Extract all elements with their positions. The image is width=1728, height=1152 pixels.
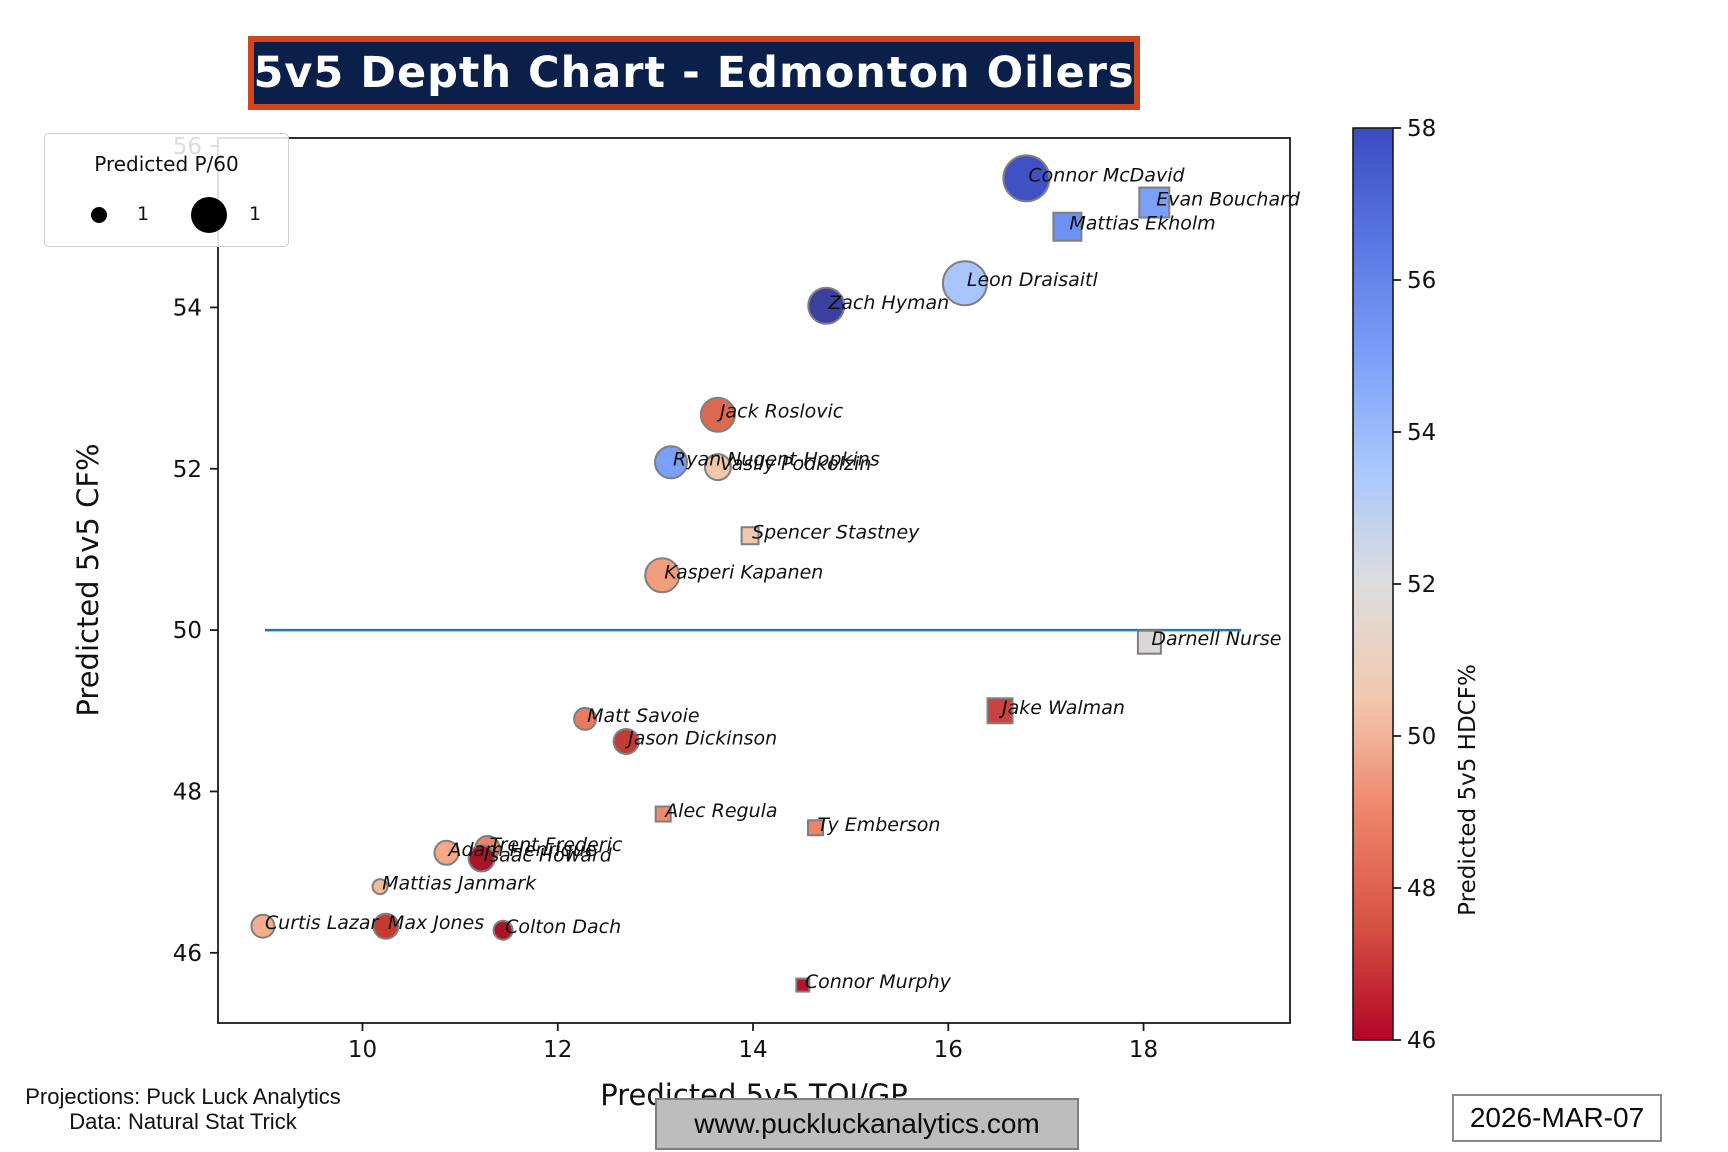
player-label-isaac-howard: Isaac Howard xyxy=(484,844,613,866)
player-marker-zach-hyman xyxy=(807,286,846,325)
player-label-jake-walman: Jake Walman xyxy=(998,697,1125,719)
legend-small-value: 1 xyxy=(137,203,150,225)
colorbar-label: Predicted 5v5 HDCF% xyxy=(1455,664,1481,916)
footer-credits: Projections: Puck Luck Analytics Data: N… xyxy=(18,1084,348,1134)
size-legend: Predicted P/60 1 1 xyxy=(44,133,289,247)
player-label-trent-frederic: Trent Frederic xyxy=(489,834,622,856)
date-box: 2026-MAR-07 xyxy=(1452,1094,1662,1142)
player-label-alec-regula: Alec Regula xyxy=(663,800,777,822)
player-marker-mattias-janmark xyxy=(371,878,389,896)
player-label-mattias-ekholm: Mattias Ekholm xyxy=(1069,213,1215,235)
x-tick-label-12: 12 xyxy=(543,1037,572,1063)
player-label-connor-mcdavid: Connor McDavid xyxy=(1028,164,1185,186)
legend-large-dot-icon xyxy=(191,197,227,233)
y-axis-label: Predicted 5v5 CF% xyxy=(71,443,105,717)
player-marker-jack-roslovic xyxy=(699,396,736,433)
player-label-connor-murphy: Connor Murphy xyxy=(805,971,952,993)
chart-title-banner: 5v5 Depth Chart - Edmonton Oilers xyxy=(248,36,1140,110)
player-label-kasperi-kapanen: Kasperi Kapanen xyxy=(664,561,823,583)
colorbar-tick-label-48: 48 xyxy=(1407,876,1436,902)
axes-frame xyxy=(217,137,1291,1024)
x-tick-label-14: 14 xyxy=(738,1037,767,1063)
player-label-matt-savoie: Matt Savoie xyxy=(587,705,700,727)
player-marker-jason-dickinson xyxy=(612,727,640,755)
player-marker-adam-henrique xyxy=(433,839,460,866)
player-label-mattias-janmark: Mattias Janmark xyxy=(382,873,537,895)
player-label-leon-draisaitl: Leon Draisaitl xyxy=(967,269,1099,291)
player-label-ty-emberson: Ty Emberson xyxy=(818,814,941,836)
colorbar-tick-label-46: 46 xyxy=(1407,1028,1436,1054)
x-tick-label-16: 16 xyxy=(934,1037,963,1063)
x-tick-label-10: 10 xyxy=(348,1037,377,1063)
player-marker-alec-regula xyxy=(654,805,672,823)
player-points xyxy=(250,154,1171,993)
player-label-jack-roslovic: Jack Roslovic xyxy=(716,401,844,423)
player-marker-jake-walman xyxy=(986,697,1014,725)
chart-title: 5v5 Depth Chart - Edmonton Oilers xyxy=(253,48,1135,98)
y-tick-label-54: 54 xyxy=(173,295,202,321)
plot-border xyxy=(217,137,1291,1024)
player-marker-darnell-nurse xyxy=(1136,629,1162,655)
y-tick-label-50: 50 xyxy=(173,618,202,644)
player-marker-colton-dach xyxy=(492,919,514,941)
player-marker-connor-murphy xyxy=(795,977,811,993)
player-label-vasily-podkolzin: Vasily Podkolzin xyxy=(720,453,872,475)
player-marker-isaac-howard xyxy=(467,844,496,873)
player-label-jason-dickinson: Jason Dickinson xyxy=(624,727,777,749)
player-label-adam-henrique: Adam Henrique xyxy=(446,839,596,861)
player-marker-leon-draisaitl xyxy=(941,260,988,307)
player-label-curtis-lazar: Curtis Lazar xyxy=(265,912,380,934)
colorbar-tick-label-52: 52 xyxy=(1407,572,1436,598)
player-marker-kasperi-kapanen xyxy=(644,557,681,594)
player-marker-curtis-lazar xyxy=(250,913,276,939)
player-label-spencer-stastney: Spencer Stastney xyxy=(752,522,920,544)
colorbar-tick-label-54: 54 xyxy=(1407,420,1436,446)
y-tick-label-46: 46 xyxy=(173,941,202,967)
colorbar-tick-label-56: 56 xyxy=(1407,268,1436,294)
credits-projections: Projections: Puck Luck Analytics xyxy=(25,1084,341,1109)
colorbar-gradient xyxy=(1352,127,1394,1041)
website-box: www.puckluckanalytics.com xyxy=(655,1098,1079,1150)
player-marker-vasily-podkolzin xyxy=(703,453,732,482)
website-url: www.puckluckanalytics.com xyxy=(694,1108,1040,1139)
player-marker-ty-emberson xyxy=(807,819,825,837)
player-label-ryan-nugent-hopkins: Ryan Nugent-Hopkins xyxy=(673,448,880,470)
credits-data-source: Data: Natural Stat Trick xyxy=(69,1109,297,1134)
date-value: 2026-MAR-07 xyxy=(1469,1102,1645,1133)
legend-large-value: 1 xyxy=(249,203,262,225)
player-label-zach-hyman: Zach Hyman xyxy=(827,292,949,314)
colorbar-tick-label-50: 50 xyxy=(1407,724,1436,750)
player-marker-connor-mcdavid xyxy=(1002,154,1051,203)
colorbar-tick-label-58: 58 xyxy=(1407,116,1436,142)
y-tick-label-48: 48 xyxy=(173,779,202,805)
player-marker-max-jones xyxy=(372,912,400,940)
y-tick-label-52: 52 xyxy=(173,457,202,483)
size-legend-row: 1 1 xyxy=(45,192,288,236)
x-tick-label-18: 18 xyxy=(1129,1037,1158,1063)
player-label-darnell-nurse: Darnell Nurse xyxy=(1151,628,1281,650)
player-marker-spencer-stastney xyxy=(740,526,760,546)
player-label-evan-bouchard: Evan Bouchard xyxy=(1156,189,1301,211)
player-marker-mattias-ekholm xyxy=(1052,211,1083,242)
player-marker-evan-bouchard xyxy=(1138,186,1171,219)
player-label-max-jones: Max Jones xyxy=(388,912,484,934)
player-label-colton-dach: Colton Dach xyxy=(505,916,621,938)
colorbar: 58 56 54 52 50 48 46 xyxy=(1352,116,1436,1054)
player-marker-ryan-nugent-hopkins xyxy=(654,445,689,480)
size-legend-title: Predicted P/60 xyxy=(94,152,239,176)
legend-small-dot-icon xyxy=(91,207,107,223)
player-marker-matt-savoie xyxy=(573,706,598,731)
